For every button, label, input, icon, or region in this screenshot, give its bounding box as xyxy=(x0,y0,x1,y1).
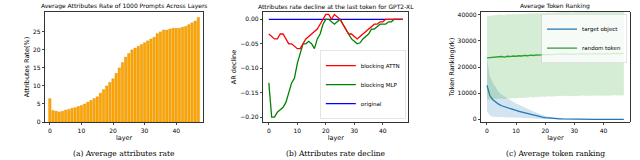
svg-text:AR decline: AR decline xyxy=(230,50,238,84)
svg-text:10: 10 xyxy=(78,127,86,134)
svg-text:40: 40 xyxy=(172,127,180,134)
svg-text:25: 25 xyxy=(33,28,41,35)
svg-text:layer: layer xyxy=(547,134,564,142)
svg-text:Token Ranking(rk): Token Ranking(rk) xyxy=(448,38,456,97)
svg-text:0: 0 xyxy=(473,115,477,122)
svg-text:40: 40 xyxy=(600,127,608,134)
svg-text:30: 30 xyxy=(571,127,579,134)
svg-text:10000: 10000 xyxy=(458,89,477,96)
svg-text:random token: random token xyxy=(582,45,621,51)
svg-text:(c) Average token ranking: (c) Average token ranking xyxy=(506,149,605,158)
svg-text:target object: target object xyxy=(582,26,618,33)
svg-text:20: 20 xyxy=(33,46,41,53)
svg-text:0: 0 xyxy=(485,127,489,134)
svg-text:0: 0 xyxy=(37,118,41,125)
svg-text:20: 20 xyxy=(322,127,330,134)
svg-text:0: 0 xyxy=(48,127,52,134)
svg-text:10: 10 xyxy=(512,127,520,134)
svg-text:−0.10: −0.10 xyxy=(240,64,259,71)
svg-text:−0.15: −0.15 xyxy=(240,89,259,96)
svg-text:40: 40 xyxy=(379,127,387,134)
svg-text:Average Attributes Rate of 100: Average Attributes Rate of 1000 Prompts … xyxy=(41,2,207,10)
svg-text:Attributes rate decline at the: Attributes rate decline at the last toke… xyxy=(258,3,414,10)
svg-text:30000: 30000 xyxy=(458,37,477,44)
svg-text:original: original xyxy=(361,101,382,108)
svg-text:20: 20 xyxy=(109,127,117,134)
svg-text:blocking MLP: blocking MLP xyxy=(361,82,398,89)
svg-text:layer: layer xyxy=(328,134,345,142)
svg-text:0: 0 xyxy=(267,127,271,134)
svg-text:40000: 40000 xyxy=(458,11,477,18)
svg-text:10: 10 xyxy=(293,127,301,134)
svg-text:0.00: 0.00 xyxy=(245,15,259,22)
svg-text:Average Token Ranking: Average Token Ranking xyxy=(520,2,590,10)
svg-text:Attributes Rate(%): Attributes Rate(%) xyxy=(23,37,31,97)
svg-text:30: 30 xyxy=(141,127,149,134)
svg-text:(b) Attributes rate decline: (b) Attributes rate decline xyxy=(286,149,386,158)
svg-text:5: 5 xyxy=(37,100,41,107)
svg-text:blocking ATTN: blocking ATTN xyxy=(361,63,400,70)
svg-text:10: 10 xyxy=(33,82,41,89)
svg-text:20: 20 xyxy=(541,127,549,134)
svg-text:−0.20: −0.20 xyxy=(240,113,259,120)
svg-text:15: 15 xyxy=(33,64,41,71)
svg-text:−0.05: −0.05 xyxy=(240,40,259,47)
svg-text:layer: layer xyxy=(116,134,133,142)
svg-text:20000: 20000 xyxy=(458,63,477,70)
svg-text:(a) Average attributes rate: (a) Average attributes rate xyxy=(73,149,175,158)
svg-text:30: 30 xyxy=(351,127,359,134)
